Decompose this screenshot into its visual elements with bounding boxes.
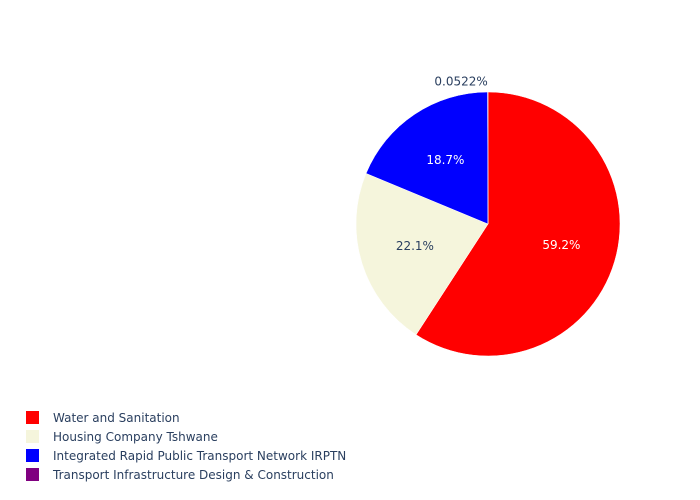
pie-slice-1[interactable] [355, 173, 489, 336]
legend-swatch [26, 430, 39, 443]
legend-label: Transport Infrastructure Design & Constr… [53, 467, 334, 482]
pie-slice-label-0: 59.2% [542, 238, 580, 252]
legend-item[interactable]: Water and Sanitation [26, 408, 346, 427]
legend-swatch [26, 449, 39, 462]
legend-label: Housing Company Tshwane [53, 429, 218, 444]
legend-item[interactable]: Housing Company Tshwane [26, 427, 346, 446]
legend-swatch [26, 411, 39, 424]
legend-label: Water and Sanitation [53, 410, 180, 425]
pie-slice-2[interactable] [365, 91, 489, 225]
legend-label: Integrated Rapid Public Transport Networ… [53, 448, 347, 463]
legend-item[interactable]: Transport Infrastructure Design & Constr… [26, 465, 346, 484]
pie-slice-label-1: 22.1% [396, 239, 434, 253]
pie-slice-label-3: 0.0522% [434, 75, 487, 89]
pie-slices [355, 91, 621, 357]
pie-slice-0[interactable] [415, 91, 621, 357]
pie-labels: 59.2% 22.1% 18.7% 0.0522% [396, 75, 581, 254]
legend: Water and Sanitation Housing Company Tshw… [26, 408, 346, 484]
legend-item[interactable]: Integrated Rapid Public Transport Networ… [26, 446, 346, 465]
legend-swatch [26, 468, 39, 481]
pie-slice-label-2: 18.7% [426, 153, 464, 167]
